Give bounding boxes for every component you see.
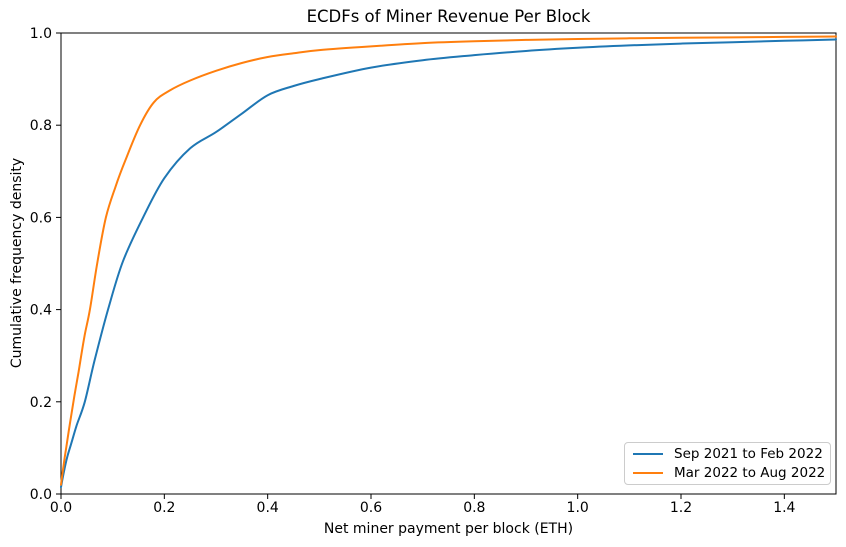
chart-title: ECDFs of Miner Revenue Per Block	[306, 7, 591, 26]
x-tick-label: 0.4	[257, 500, 279, 516]
legend-line-swatch-orange	[633, 471, 663, 474]
x-tick-label: 1.4	[773, 500, 795, 516]
legend-line-swatch-blue	[633, 453, 663, 456]
plot-border	[60, 32, 837, 495]
x-tick-label: 1.0	[567, 500, 589, 516]
series-line-mar-2022-to-aug-2022	[60, 35, 837, 486]
x-tick-label: 0.0	[50, 500, 72, 516]
y-tick-label: 1.0	[30, 26, 52, 42]
legend-label: Mar 2022 to Aug 2022	[674, 464, 826, 481]
y-tick-label: 0.6	[30, 210, 52, 226]
y-tick-label: 0.0	[30, 487, 52, 503]
x-tick-label: 1.2	[670, 500, 692, 516]
legend-item-sep-2021-feb-2022: Sep 2021 to Feb 2022	[633, 445, 823, 464]
y-tick-label: 0.8	[30, 118, 52, 134]
series-line-sep-2021-to-feb-2022	[60, 38, 837, 489]
x-tick-label: 0.6	[360, 500, 382, 516]
legend-label: Sep 2021 to Feb 2022	[674, 446, 823, 463]
legend-item-mar-2022-aug-2022: Mar 2022 to Aug 2022	[633, 464, 825, 483]
y-tick-label: 0.2	[30, 395, 52, 411]
x-axis-label: Net miner payment per block (ETH)	[323, 521, 574, 537]
y-axis-label: Cumulative frequency density	[9, 157, 25, 369]
x-tick-label: 0.2	[153, 500, 175, 516]
legend: Sep 2021 to Feb 2022 Mar 2022 to Aug 202…	[624, 442, 831, 485]
x-tick-label: 0.8	[463, 500, 485, 516]
y-tick-label: 0.4	[30, 303, 52, 319]
